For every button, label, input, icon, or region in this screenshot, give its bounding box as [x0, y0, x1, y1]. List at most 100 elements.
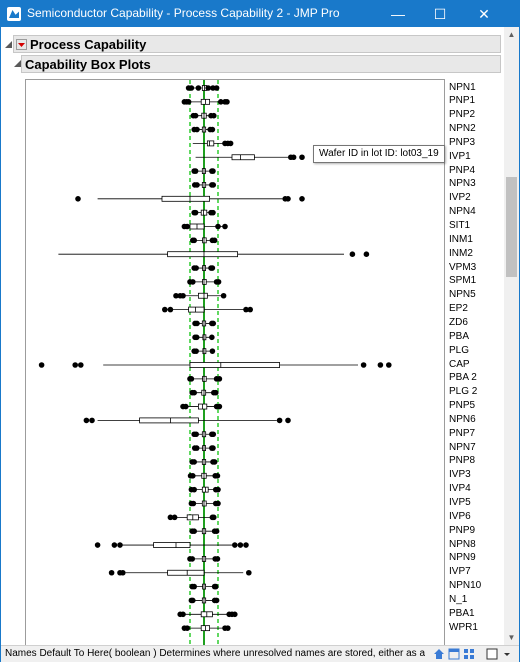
category-label: NPN9 [449, 552, 476, 564]
box-iqr [231, 154, 255, 161]
outlier-point [210, 168, 216, 174]
outlier-point [216, 403, 223, 410]
outlier-point [363, 251, 370, 257]
category-label: PBA 2 [449, 372, 477, 384]
outlier-point [108, 569, 115, 576]
outlier-point [180, 611, 186, 618]
box-iqr [139, 417, 199, 424]
outlier-point [205, 85, 211, 91]
outlier-point [211, 112, 217, 119]
outlier-point [191, 486, 197, 493]
outlier-point [209, 265, 216, 271]
box-iqr [200, 209, 208, 216]
outlier-point [215, 279, 222, 285]
outlier-point [215, 500, 221, 507]
outlier-point [210, 431, 217, 438]
box-iqr [202, 278, 207, 285]
outlier-point [189, 556, 196, 562]
category-label: IVP7 [449, 566, 471, 578]
outlier-point [192, 168, 199, 174]
category-label: NPN7 [449, 441, 476, 453]
outline-capability-box-plots[interactable]: Capability Box Plots [21, 55, 501, 73]
outlier-point [173, 292, 179, 299]
category-label: NPN6 [449, 413, 476, 425]
outlier-point [215, 486, 221, 493]
box-plot-frame[interactable] [25, 79, 445, 645]
outlier-point [193, 265, 199, 271]
category-label: N_1 [449, 593, 468, 605]
outlier-point [193, 445, 200, 451]
outlier-point [184, 625, 190, 631]
tile-windows-icon[interactable] [463, 648, 475, 660]
outlier-point [209, 126, 216, 133]
outlier-point [190, 500, 197, 507]
outlier-point [180, 292, 186, 299]
window-title: Semiconductor Capability - Process Capab… [27, 6, 340, 20]
collapse-box-plots-icon[interactable] [13, 59, 22, 68]
outlier-point [377, 362, 384, 368]
outlier-point [237, 542, 244, 548]
close-button[interactable]: ✕ [478, 6, 490, 22]
category-label: WPR1 [449, 621, 478, 633]
outlier-point [120, 569, 126, 576]
outlier-point [78, 362, 84, 368]
category-label: NPN4 [449, 206, 476, 218]
box-iqr [153, 542, 191, 548]
scroll-down-icon[interactable]: ▼ [507, 633, 516, 642]
outlier-point [232, 542, 238, 548]
category-label: NPN1 [449, 81, 476, 93]
title-bar: Semiconductor Capability - Process Capab… [1, 1, 519, 27]
outlier-point [210, 209, 216, 216]
outlier-point [167, 306, 174, 313]
collapse-process-capability-icon[interactable] [4, 40, 13, 49]
scroll-up-icon[interactable]: ▲ [507, 30, 516, 39]
home-icon[interactable] [433, 648, 445, 660]
outlier-point [188, 376, 195, 382]
outline-title: Process Capability [30, 37, 147, 52]
outlier-point [222, 223, 228, 230]
box-iqr [197, 292, 208, 299]
category-label: IVP3 [449, 469, 471, 481]
outlier-point [190, 279, 196, 285]
outlier-point [213, 597, 220, 604]
category-label: PNP7 [449, 427, 476, 439]
box-iqr [167, 569, 205, 576]
box-plot-chart[interactable] [26, 80, 445, 645]
outlier-point [243, 306, 249, 313]
outlier-point [117, 542, 123, 548]
minimize-button[interactable]: — [391, 6, 405, 22]
outlier-point [38, 362, 45, 368]
outlier-point [211, 514, 217, 521]
outlier-point [299, 154, 305, 161]
outlier-point [386, 362, 392, 368]
chevron-down-icon[interactable] [501, 648, 513, 660]
window-list-icon[interactable] [448, 648, 460, 660]
outlier-point [171, 514, 178, 521]
outlier-point [276, 417, 283, 424]
outlier-point [232, 611, 238, 618]
outlier-point [183, 403, 189, 410]
outlier-point [111, 542, 118, 548]
scroll-thumb[interactable] [506, 177, 517, 277]
outlier-point [225, 625, 231, 631]
window-select-icon[interactable] [486, 648, 498, 660]
outlier-point [224, 99, 230, 105]
category-label: PNP2 [449, 109, 476, 121]
category-label: ZD6 [449, 316, 468, 328]
outline-process-capability[interactable]: Process Capability [13, 35, 501, 53]
outlier-point [209, 348, 216, 354]
category-label: PNP4 [449, 164, 476, 176]
maximize-button[interactable]: ☐ [433, 6, 447, 22]
outlier-point [213, 85, 220, 91]
outlier-point [218, 99, 224, 105]
box-iqr [202, 375, 207, 382]
category-label: PNP5 [449, 400, 476, 412]
report-content: Process Capability Capability Box Plots … [1, 27, 519, 645]
category-label: PNP9 [449, 524, 476, 536]
category-label: NPN10 [449, 580, 482, 592]
red-triangle-menu-icon[interactable] [16, 39, 27, 50]
outlier-point [214, 473, 221, 479]
outlier-point [162, 306, 168, 313]
outlier-point [193, 334, 200, 341]
vertical-scrollbar[interactable]: ▲ ▼ [504, 27, 519, 645]
